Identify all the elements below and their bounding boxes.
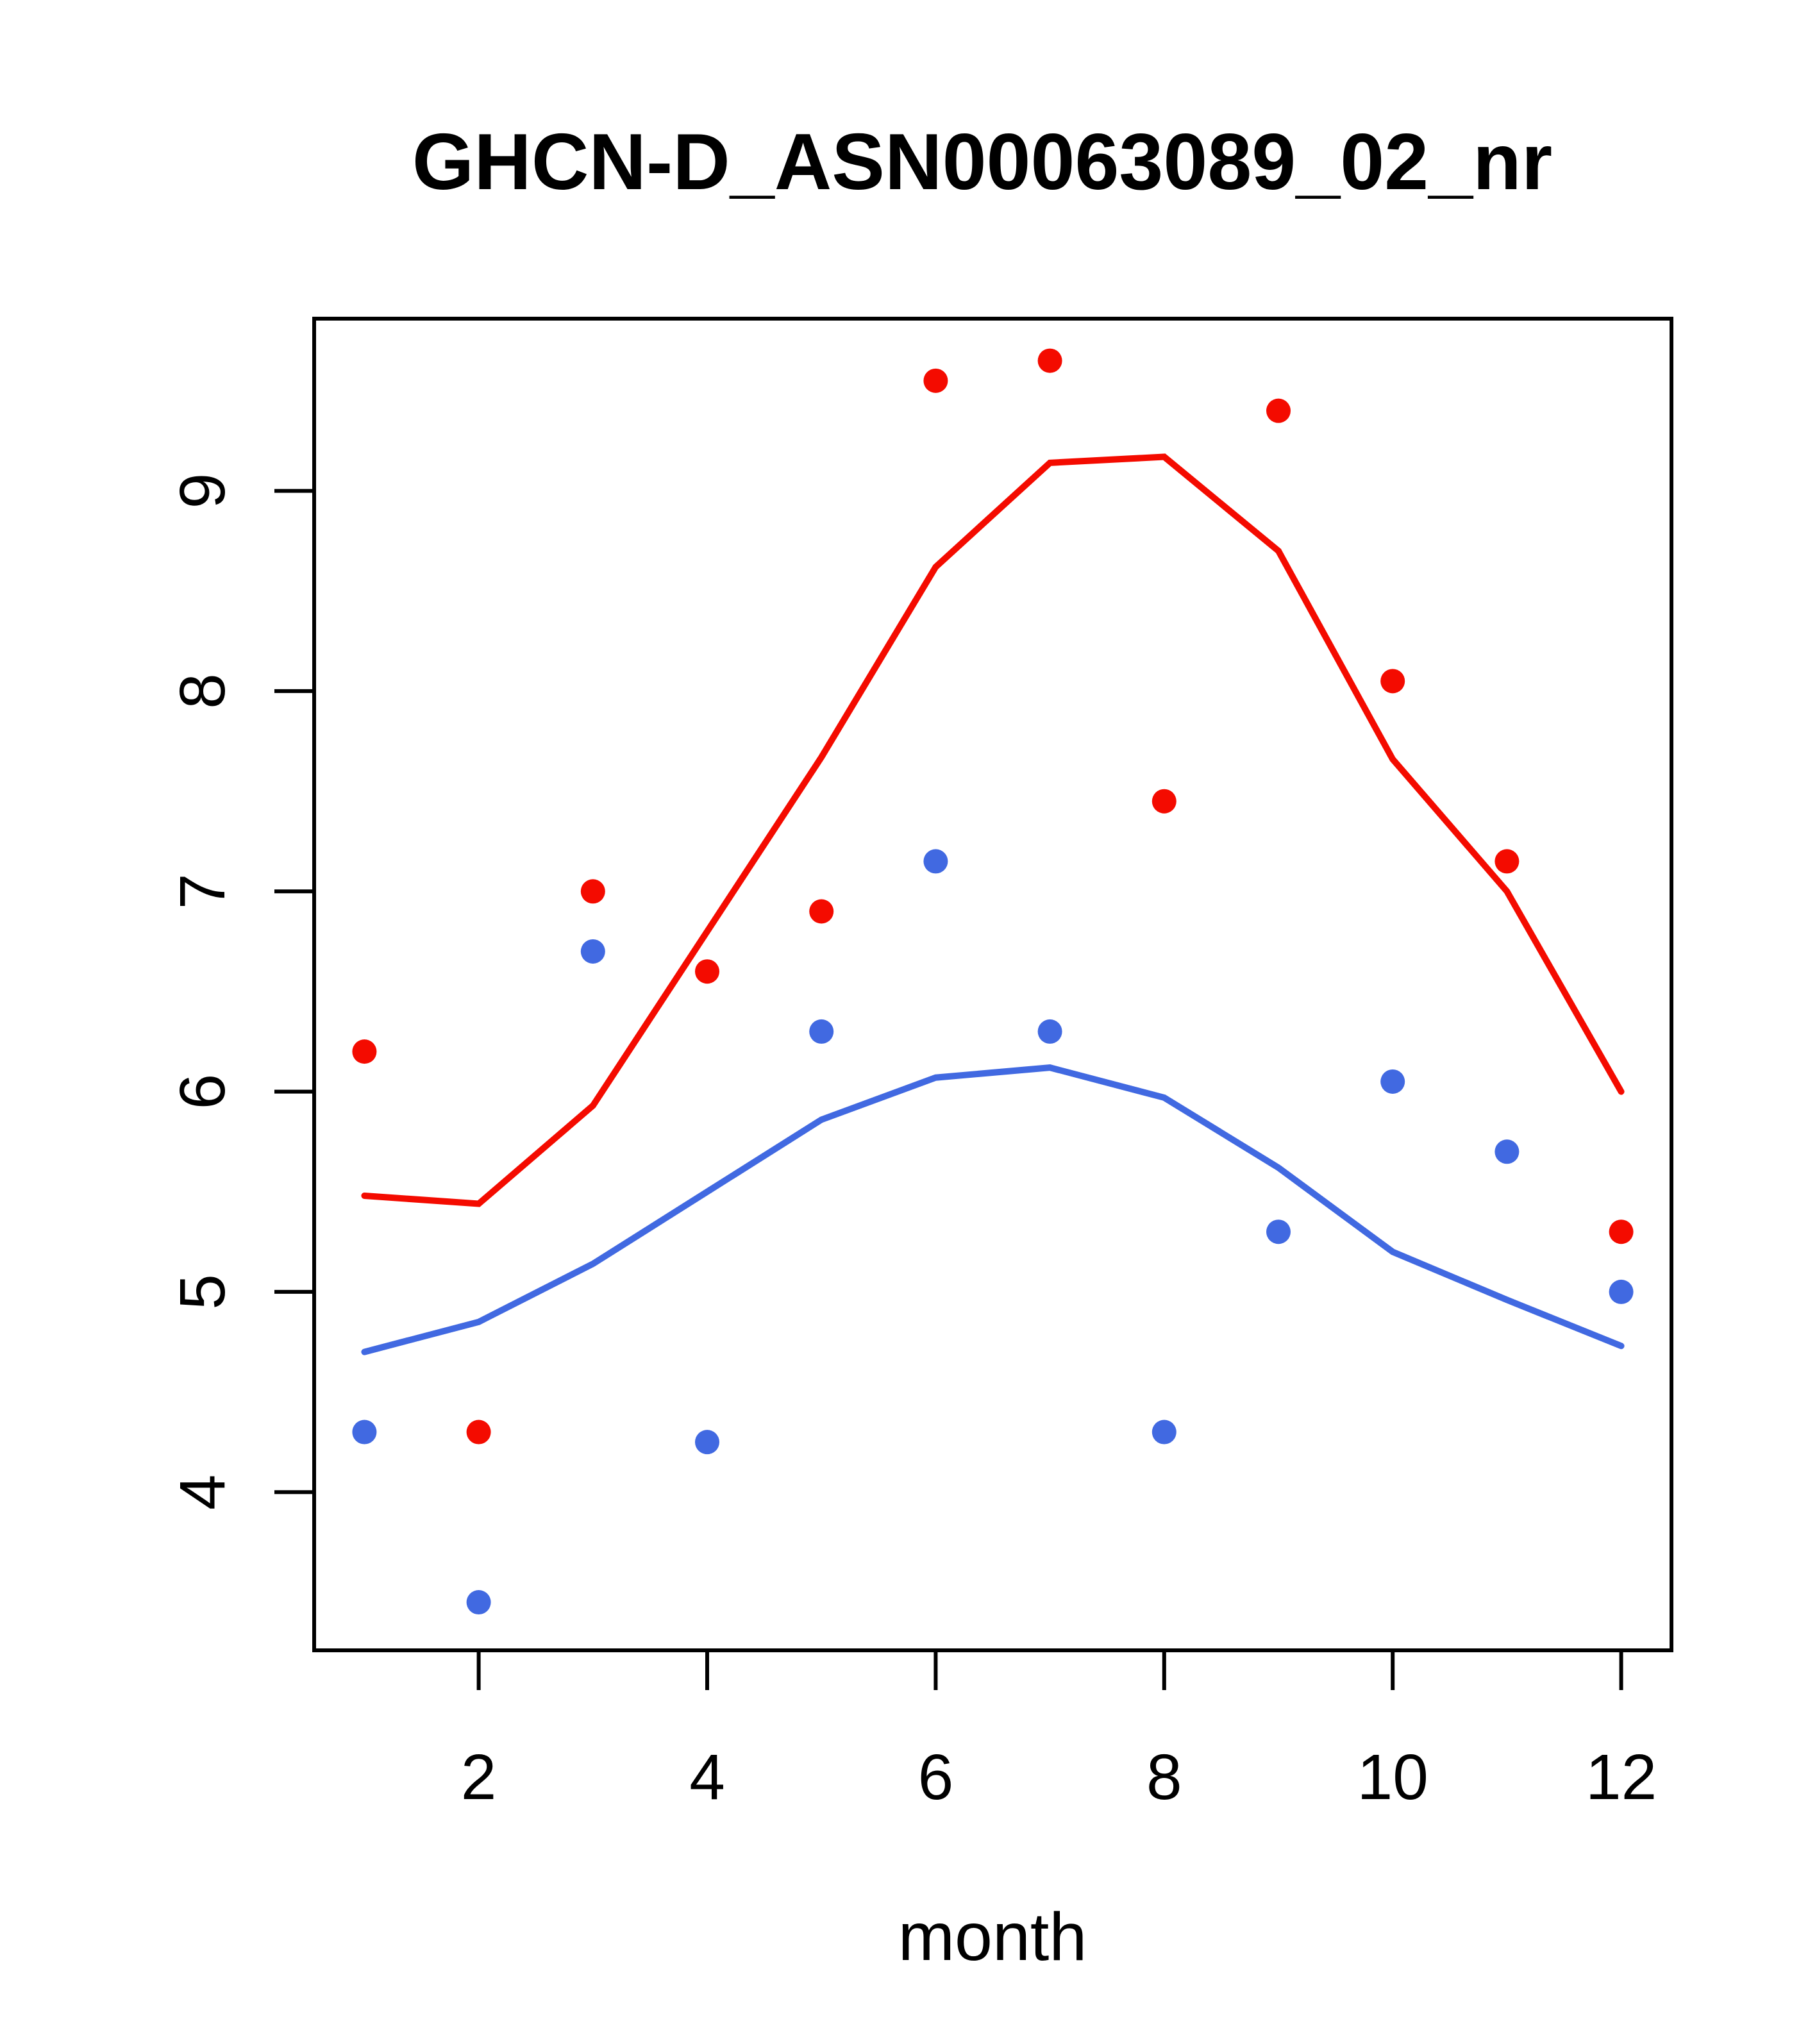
blue-points-dot bbox=[923, 849, 948, 874]
x-tick-label: 10 bbox=[1357, 1741, 1428, 1813]
blue-points-dot bbox=[695, 1430, 720, 1455]
red-points-dot bbox=[1266, 398, 1291, 423]
x-axis: 2 4 6 8 10 12 bbox=[461, 1650, 1657, 1813]
red-points-dot bbox=[1380, 669, 1405, 694]
blue-points-dot bbox=[466, 1590, 491, 1615]
x-tick-label: 8 bbox=[1146, 1741, 1182, 1813]
red-points-dot bbox=[1037, 348, 1062, 373]
blue-points-dot bbox=[1037, 1019, 1062, 1044]
blue-points-dot bbox=[1151, 1420, 1176, 1445]
y-tick-label: 5 bbox=[167, 1274, 239, 1310]
y-tick-label: 6 bbox=[167, 1074, 239, 1110]
x-tick-label: 4 bbox=[689, 1741, 725, 1813]
blue-points-dot bbox=[1380, 1069, 1405, 1094]
blue-points-dot bbox=[1609, 1279, 1634, 1304]
y-tick-label: 8 bbox=[167, 673, 239, 709]
y-tick-label: 7 bbox=[167, 873, 239, 909]
red-points-dot bbox=[1609, 1219, 1634, 1244]
y-tick-label: 4 bbox=[167, 1474, 239, 1510]
red-points-dot bbox=[1151, 789, 1176, 814]
blue-points-dot bbox=[1266, 1219, 1291, 1244]
red-points-dot bbox=[695, 959, 720, 984]
red-points-dot bbox=[809, 899, 834, 924]
red-points-dot bbox=[352, 1039, 377, 1064]
blue-smooth-line bbox=[361, 1064, 1625, 1355]
blue-points-dot bbox=[809, 1019, 834, 1044]
red-points-dot bbox=[466, 1420, 491, 1445]
red-points-dot bbox=[1495, 849, 1520, 874]
blue-points-dot bbox=[1495, 1139, 1520, 1164]
red-points-dot bbox=[923, 368, 948, 393]
chart-title: GHCN-D_ASN00063089_02_nr bbox=[412, 118, 1552, 206]
red-points-dot bbox=[580, 879, 605, 904]
blue-points-dot bbox=[580, 939, 605, 964]
x-tick-label: 6 bbox=[918, 1741, 954, 1813]
plot-box bbox=[312, 317, 1673, 1652]
y-tick-label: 9 bbox=[167, 473, 239, 509]
x-axis-label: month bbox=[898, 1899, 1087, 1975]
x-tick-label: 2 bbox=[461, 1741, 497, 1813]
red-smooth-line bbox=[361, 453, 1625, 1207]
y-axis: 4 5 6 7 8 9 bbox=[167, 473, 314, 1510]
series-layer bbox=[352, 348, 1634, 1615]
blue-points-dot bbox=[352, 1420, 377, 1445]
x-tick-label: 12 bbox=[1586, 1741, 1657, 1813]
